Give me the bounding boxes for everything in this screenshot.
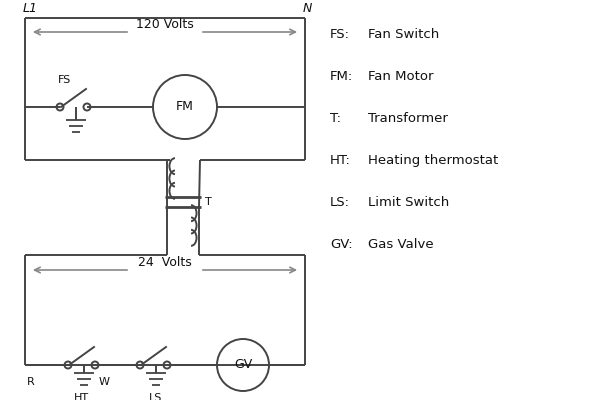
Text: GV:: GV: <box>330 238 353 251</box>
Text: Heating thermostat: Heating thermostat <box>368 154 498 167</box>
Text: 120 Volts: 120 Volts <box>136 18 194 31</box>
Text: FM: FM <box>176 100 194 114</box>
Text: Gas Valve: Gas Valve <box>368 238 434 251</box>
Text: FM:: FM: <box>330 70 353 83</box>
Text: R: R <box>27 377 35 387</box>
Text: Transformer: Transformer <box>368 112 448 125</box>
Text: FS:: FS: <box>330 28 350 41</box>
Text: Fan Switch: Fan Switch <box>368 28 439 41</box>
Text: T:: T: <box>330 112 341 125</box>
Text: GV: GV <box>234 358 252 372</box>
Text: 24  Volts: 24 Volts <box>138 256 192 269</box>
Text: Limit Switch: Limit Switch <box>368 196 449 209</box>
Text: HT:: HT: <box>330 154 351 167</box>
Text: FS: FS <box>58 75 71 85</box>
Text: Fan Motor: Fan Motor <box>368 70 434 83</box>
Text: T: T <box>205 197 212 207</box>
Text: LS:: LS: <box>330 196 350 209</box>
Text: HT: HT <box>74 393 89 400</box>
Text: L1: L1 <box>23 2 38 15</box>
Text: N: N <box>303 2 312 15</box>
Text: LS: LS <box>149 393 162 400</box>
Text: W: W <box>99 377 110 387</box>
